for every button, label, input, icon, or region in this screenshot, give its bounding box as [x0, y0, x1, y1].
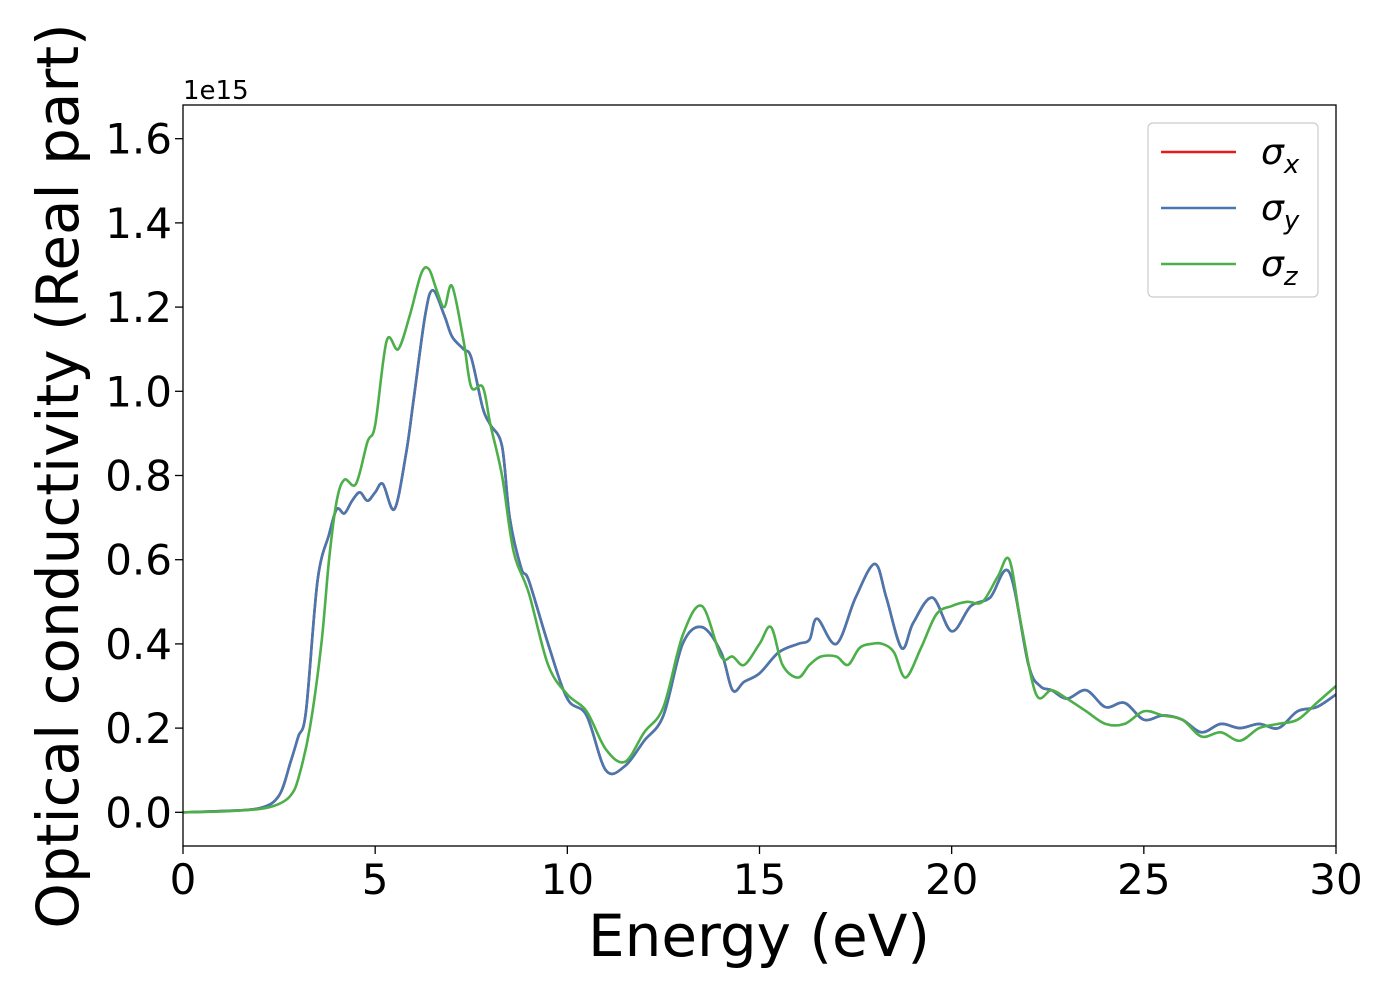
y-tick-label: 0.4 — [105, 620, 172, 669]
x-tick-label: 0 — [170, 855, 197, 904]
x-tick-label: 5 — [362, 855, 389, 904]
series-line-z — [183, 265, 1336, 814]
series-line-x — [183, 288, 1336, 814]
y-tick-label: 1.0 — [105, 367, 172, 416]
legend-frame — [1147, 122, 1319, 298]
y-offset-label: 1e15 — [183, 76, 249, 106]
legend-label-z: σz — [1261, 244, 1299, 292]
y-tick-label: 1.6 — [105, 115, 172, 164]
y-axis-title: Optical conductivity (Real part) — [24, 23, 92, 928]
x-axis-ticks: 0 5 10 15 20 25 30 — [170, 846, 1363, 904]
y-tick-label: 0.0 — [105, 788, 172, 837]
x-tick-label: 30 — [1309, 855, 1362, 904]
y-axis-ticks: 0.0 0.2 0.4 0.6 0.8 1.0 1.2 1.4 1.6 — [105, 115, 183, 837]
x-tick-label: 20 — [925, 855, 978, 904]
y-tick-label: 1.2 — [105, 283, 172, 332]
legend-label-y: σy — [1261, 188, 1300, 236]
series-line-y — [183, 288, 1336, 814]
legend: σx σy σz — [1147, 122, 1319, 298]
x-axis-title: Energy (eV) — [588, 902, 930, 970]
x-tick-label: 15 — [733, 855, 786, 904]
y-tick-label: 0.6 — [105, 536, 172, 585]
y-tick-label: 0.8 — [105, 452, 172, 501]
legend-label-x: σx — [1261, 132, 1300, 180]
y-tick-label: 0.2 — [105, 704, 172, 753]
y-tick-label: 1.4 — [105, 199, 172, 248]
x-tick-label: 10 — [541, 855, 594, 904]
x-tick-label: 25 — [1117, 855, 1170, 904]
series-layer — [183, 265, 1336, 814]
